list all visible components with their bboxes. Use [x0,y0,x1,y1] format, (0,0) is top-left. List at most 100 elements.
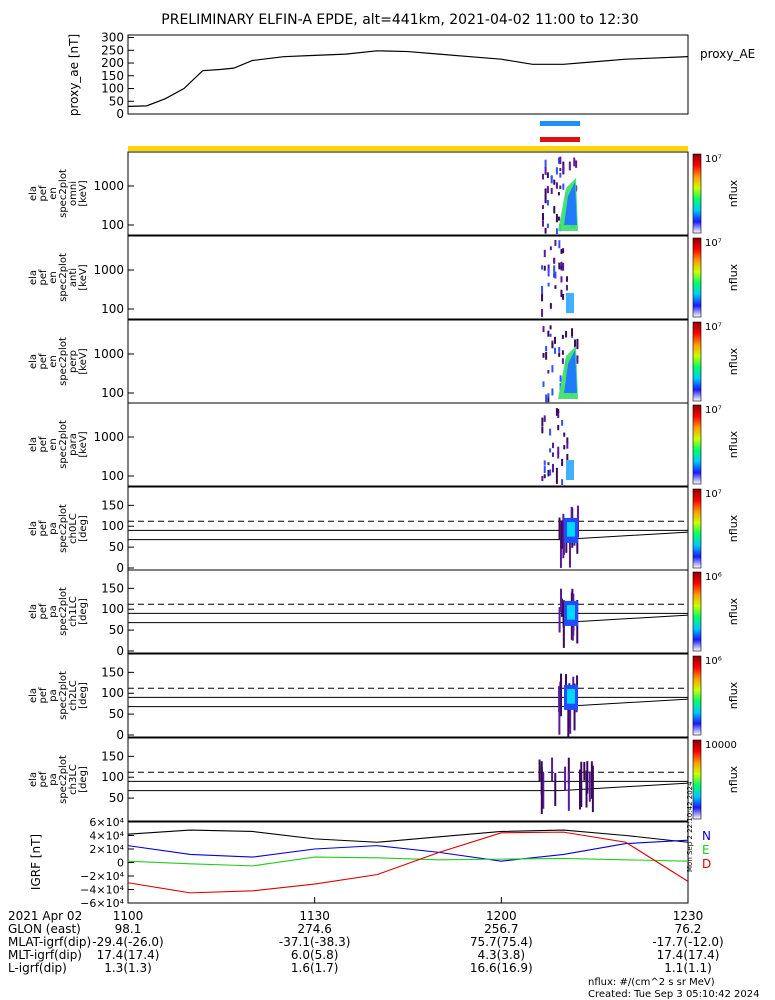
spectrogram-cell [557,408,560,414]
spectrogram-cell [557,157,560,164]
spectrogram-cell [547,282,550,287]
spectrogram-cell [547,462,550,466]
spectrogram-cell [551,365,554,373]
ae-ytick-label: 50 [109,94,124,108]
spectrogram-cell [543,465,546,474]
panel-ytick-label: 50 [109,540,124,554]
spectrogram-cell [558,352,561,357]
status-bars [128,121,688,151]
colorbar [692,488,702,569]
panel-ytick-label: 0 [116,561,124,575]
colorbar-label: nflux [727,179,740,207]
spectrogram-cell [558,240,561,249]
panel-ylabel-line: pef [38,687,49,704]
spectrogram-cell [547,268,550,277]
igrf-ytick-label: 0 [117,857,124,870]
panel-ylabel-line: pa [48,689,59,701]
spectrogram-panel: 100 1000 ela pef en spec2plot omni [keV] 10⁷ nflu… [28,151,740,236]
axis-row-value: 1.3(1.3) [104,961,152,975]
axis-row-label: GLON (east) [8,922,81,936]
panel-ylabel-line: en [48,438,59,451]
ae-ytick-label: 300 [101,31,124,45]
panel-ylabel-line: spec2plot [58,169,69,218]
spectrogram-blob-core [564,182,577,225]
igrf-ytick-label: 6×10⁴ [89,816,124,829]
spectrogram-cell [562,262,565,271]
spectrogram-cell [571,328,574,336]
xtick-label: 1130 [299,909,330,923]
spectrogram-cell [549,333,552,337]
panel-ylabel-line: spec2plot [58,420,69,469]
spectrogram-cell [549,246,552,251]
loss-cone-line [128,698,689,708]
panel-ytick-label: 100 [101,469,124,483]
spectrogram-cell [557,446,560,454]
colorbar [692,655,702,736]
spectrogram-cell [566,441,569,449]
panel-ytick-label: 100 [101,302,124,316]
spectrogram-cell [553,206,556,214]
panel-ylabel-line: ela [28,270,39,285]
spectrogram-panel: 0 50 100 150 ela pef pa spec2plot ch2LC [deg] 10⁶ n… [28,653,740,742]
spectrogram-cell [549,428,552,436]
colorbar-label: nflux [727,263,740,291]
spectrogram-cell [549,325,552,330]
spectrogram-cell [544,188,547,198]
panel-ylabel-line: omni [68,181,79,206]
spectrogram-cell [542,353,545,358]
spectrogram-cell [543,249,546,258]
spectrogram-cell [541,285,544,295]
xtick-label: 1100 [113,909,144,923]
panel-frame [127,737,689,822]
pitch-angle-cell [569,688,572,734]
panel-ylabel-line: [deg] [78,515,89,542]
chart-title: PRELIMINARY ELFIN-A EPDE, alt=441km, 202… [161,12,638,28]
panel-ylabel-line: ela [28,354,39,369]
spectrogram-cell [541,475,544,482]
igrf-series-line [127,829,689,843]
pitch-angle-cell [562,522,565,555]
axis-row-value: 1.6(1.7) [291,961,339,975]
axis-row-value: 1.1(1.1) [664,961,712,975]
pitch-angle-core [567,522,575,537]
spectrogram-cell [541,265,544,270]
spectrogram-blob [566,460,574,480]
colorbar-label: nflux [727,765,740,793]
spectrogram-cell [551,463,554,473]
panel-ytick-label: 150 [101,498,124,512]
panel-ylabel-line: spec2plot [58,253,69,302]
panel-frame [127,402,689,487]
panel-ytick-label: 50 [109,791,124,805]
igrf-legend-entry: E [702,843,710,857]
panel-ylabel-line: pa [48,773,59,785]
loss-cone-line [128,531,689,541]
spectrogram-cell [576,355,579,364]
colorbar-top-label: 10000 [705,740,737,751]
pitch-angle-cell [583,761,586,781]
spectrogram-cell [546,172,549,179]
spectrogram-cell [553,265,556,275]
panel-ylabel-line: [deg] [78,598,89,625]
spectrogram-panel: 0 50 100 150 ela pef pa spec2plot ch1LC [deg] 10⁶ n… [28,569,740,658]
panel-ylabel-line: perp [68,350,79,373]
panel-ylabel-line: pef [38,771,49,788]
spectrogram-cell [551,342,554,349]
ae-ylabel: proxy_ae [nT] [67,34,81,116]
spectrogram-cell [547,395,550,403]
spectrogram-cell [544,227,547,234]
axis-row-value: 76.2 [675,922,702,936]
panel-ytick-label: 150 [101,581,124,595]
pitch-angle-cell [580,761,583,808]
panel-ylabel-line: pef [38,520,49,537]
spectrogram-cell [561,458,564,466]
axis-row-value: -17.7(-12.0) [652,935,723,949]
spectrogram-cell [553,273,556,278]
pitch-angle-cell [538,759,541,782]
spectrogram-cell [562,164,565,174]
xtick-label: 1230 [673,909,704,923]
panel-ytick-label: 100 [101,519,124,533]
pitch-angle-cell [560,673,563,717]
spectrogram-cell [557,424,560,431]
spectrogram-cell [554,285,557,289]
